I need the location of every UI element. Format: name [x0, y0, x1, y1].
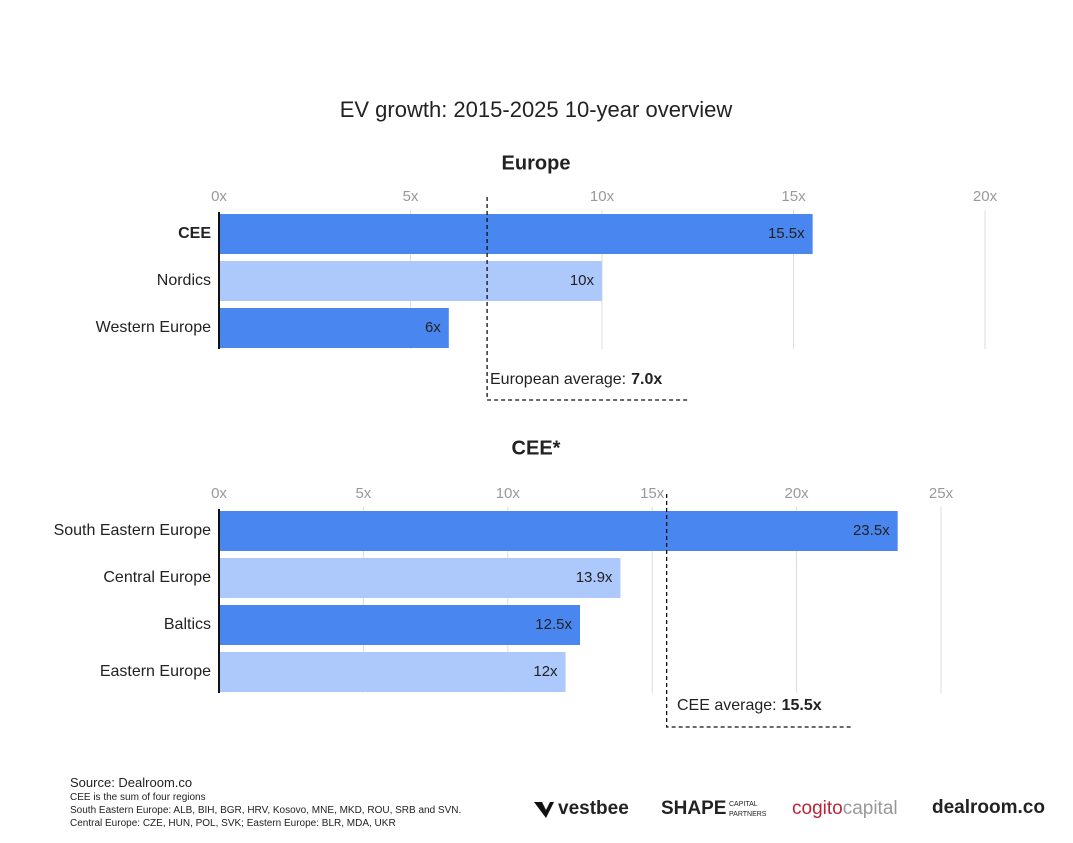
average-value: 15.5x [782, 697, 822, 714]
x-tick-label: 10x [590, 188, 615, 205]
x-tick-label: 25x [929, 485, 954, 502]
x-tick-label: 15x [640, 485, 665, 502]
average-label: European average: 7.0x [490, 371, 662, 388]
footnote: Central Europe: CZE, HUN, POL, SVK; East… [70, 818, 396, 829]
category-label: Eastern Europe [100, 663, 211, 680]
x-tick-label: 20x [785, 485, 810, 502]
x-tick-label: 15x [781, 188, 806, 205]
logo: capital [843, 798, 898, 819]
category-label: Western Europe [96, 319, 211, 336]
x-tick-label: 5x [403, 188, 419, 205]
logo: vestbee [558, 798, 629, 819]
value-label: 23.5x [853, 522, 890, 539]
value-label: 6x [425, 319, 441, 336]
x-tick-label: 0x [211, 188, 227, 205]
average-line [665, 494, 851, 728]
category-label: Central Europe [103, 569, 211, 586]
logo: SHAPE [661, 798, 726, 819]
bar [219, 652, 566, 692]
value-label: 13.9x [576, 569, 613, 586]
x-tick-label: 10x [496, 485, 521, 502]
average-value: 7.0x [631, 371, 662, 388]
bar [219, 511, 898, 551]
logo: PARTNERS [729, 811, 767, 818]
logo: cogitocapital [792, 798, 898, 819]
chart-title: CEE* [512, 437, 561, 459]
logo: CAPITAL [729, 801, 758, 808]
average-line [486, 197, 690, 401]
x-tick-label: 20x [973, 188, 998, 205]
logo: cogito [792, 798, 843, 819]
source: Source: Dealroom.co [70, 775, 192, 790]
average-label: CEE average: [677, 697, 777, 714]
value-label: 15.5x [768, 225, 805, 242]
x-tick-label: 0x [211, 485, 227, 502]
value-label: 12.5x [535, 616, 572, 633]
category-label: South Eastern Europe [54, 522, 212, 539]
average-label: European average: [490, 371, 626, 388]
page-title: EV growth: 2015-2025 10-year overview [340, 97, 733, 122]
category-label: Nordics [157, 272, 211, 289]
category-label: Baltics [164, 616, 211, 633]
chart-title: Europe [502, 152, 571, 174]
average-label: CEE average: 15.5x [677, 697, 822, 714]
bar [219, 261, 602, 301]
value-label: 10x [570, 272, 595, 289]
footnote: CEE is the sum of four regions [70, 792, 206, 803]
bar [219, 214, 813, 254]
bar [219, 558, 621, 598]
bar [219, 308, 449, 348]
category-label: CEE [178, 225, 211, 242]
logo: dealroom.co [932, 797, 1045, 818]
footnote: South Eastern Europe: ALB, BIH, BGR, HRV… [70, 805, 461, 816]
value-label: 12x [533, 663, 558, 680]
x-tick-label: 5x [355, 485, 371, 502]
vestbee-icon [534, 802, 554, 818]
bar [219, 605, 580, 645]
